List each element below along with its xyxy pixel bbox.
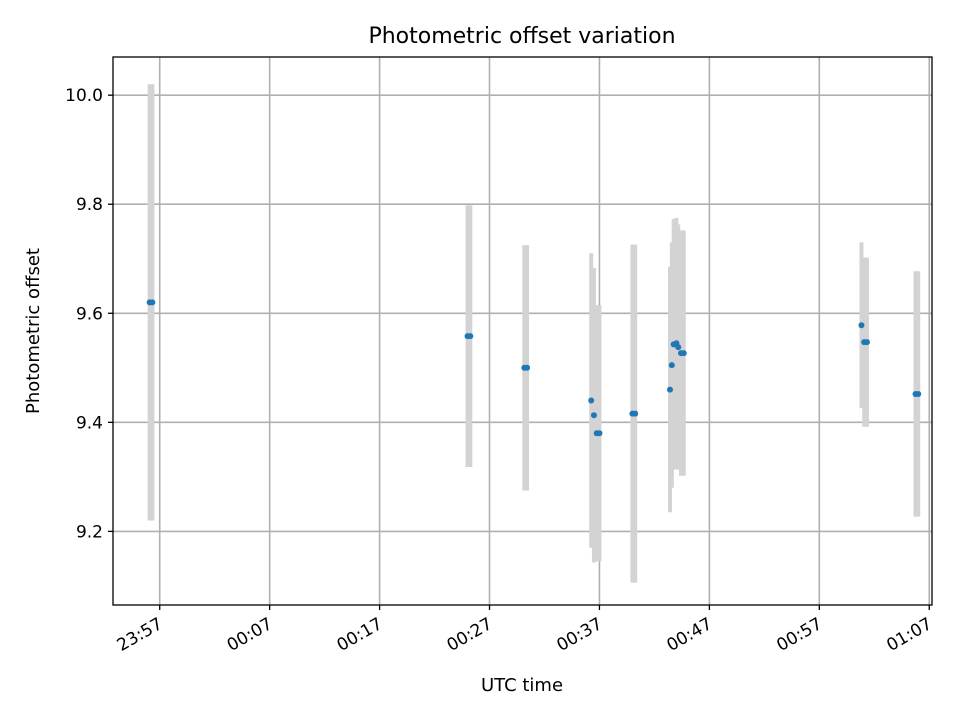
x-axis-label: UTC time [481,675,563,696]
tick-layer: 9.2 9.4 9.6 9.8 10.0 23:57 00:07 00:17 00:27 00:3… [65,86,936,656]
data-point [588,397,595,404]
data-point [858,322,865,329]
x-tick-label: 00:17 [334,614,386,656]
y-tick-label: 9.8 [76,195,103,215]
point-layer [146,299,922,437]
data-point [596,430,603,437]
data-point [149,299,156,306]
grid-layer [113,57,932,605]
data-point [915,390,922,397]
chart-title: Photometric offset variation [368,24,675,49]
y-tick-label: 9.4 [76,413,103,433]
data-point [524,364,531,371]
data-point [668,362,675,369]
x-tick-label: 00:07 [224,614,276,656]
data-point [680,350,687,357]
x-tick-label: 00:47 [663,614,715,656]
data-point [590,412,597,419]
y-tick-label: 9.2 [76,522,103,542]
data-point [632,410,639,417]
data-point [863,339,870,346]
x-tick-label: 23:57 [114,614,166,656]
y-tick-label: 9.6 [76,304,103,324]
plot-frame [112,56,933,606]
y-axis-label: Photometric offset [23,248,44,414]
errorbar-layer [147,84,921,583]
data-point [467,333,474,340]
x-tick-label: 00:37 [554,614,606,656]
x-tick-label: 01:07 [883,614,935,656]
y-tick-label: 10.0 [65,86,103,106]
data-point [666,386,673,393]
data-point [675,344,682,351]
x-tick-label: 00:57 [773,614,825,656]
x-tick-label: 00:27 [444,614,496,656]
